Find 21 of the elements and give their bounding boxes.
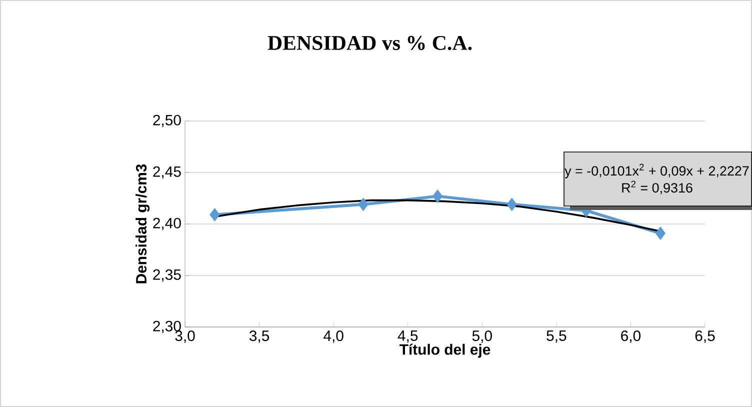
annotation: R$^{2}$ = 0,9316 — [622, 180, 692, 194]
point — [655, 226, 666, 240]
y-tick-label: 2,50 — [153, 114, 181, 128]
point — [506, 198, 517, 212]
annotation: y = -0,0101x$^{2}$ + 0,09x + 2,2227 — [564, 164, 749, 178]
point — [432, 189, 443, 203]
x-tick-label: 6,5 — [695, 330, 715, 343]
y-tick-label: 2,45 — [153, 166, 181, 179]
y-tick-label: 2,40 — [153, 218, 181, 230]
point — [210, 208, 220, 222]
x-tick-label: 4,0 — [324, 330, 344, 343]
y-tick-label: 2,35 — [153, 269, 181, 282]
x-tick-label: 5,0 — [472, 330, 492, 343]
point — [358, 198, 368, 212]
chart-title: DENSIDAD vs % C.A. — [268, 36, 472, 50]
x-tick-label: 5,5 — [546, 330, 566, 343]
x-tick-label: 3,5 — [249, 330, 270, 343]
x-axis-title: Título del eje — [400, 344, 490, 358]
y-axis-title: Densidad gr/cm3 — [136, 164, 150, 284]
x-tick-label: 6,0 — [621, 330, 641, 343]
x-tick-label: 4,5 — [398, 330, 418, 343]
